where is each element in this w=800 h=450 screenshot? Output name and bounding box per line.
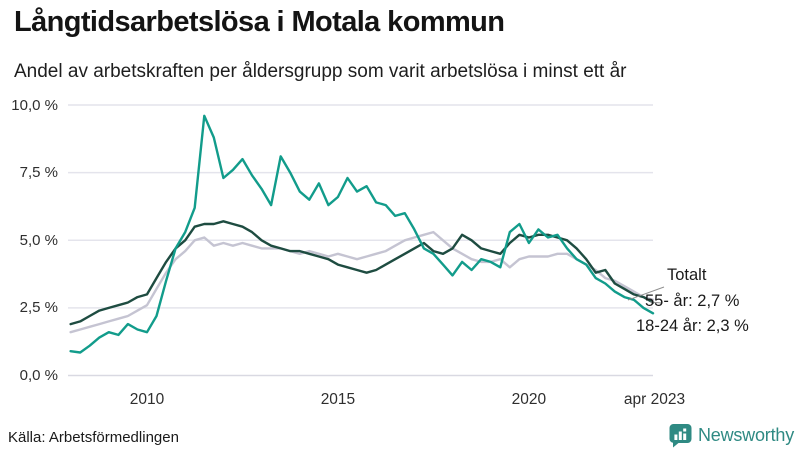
y-tick-label: 2,5 % — [19, 299, 58, 317]
series-end-label: Totalt — [667, 266, 707, 284]
x-tick-label: 2020 — [511, 391, 547, 408]
series-end-label: 18-24 år: 2,3 % — [636, 317, 749, 335]
x-tick-label: 2010 — [129, 391, 165, 408]
series-end-label: 55- år: 2,7 % — [645, 292, 740, 310]
x-tick-label: apr 2023 — [623, 391, 686, 408]
y-tick-label: 5,0 % — [19, 231, 58, 249]
chart-subtitle: Andel av arbetskraften per åldersgrupp s… — [14, 61, 627, 82]
x-tick-label: 2015 — [320, 391, 356, 408]
annotation-leader-line — [627, 286, 665, 301]
source-note: Källa: Arbetsförmedlingen — [8, 429, 179, 446]
brand-logo: Newsworthy — [669, 423, 794, 448]
brand-name: Newsworthy — [697, 425, 794, 445]
annotation-leader-line — [649, 301, 663, 304]
y-tick-label: 10,0 % — [11, 96, 58, 114]
series-line-55-r — [69, 220, 655, 326]
series-line-18-24-r — [69, 114, 655, 354]
y-tick-label: 0,0 % — [19, 367, 58, 384]
page-title: Långtidsarbetslösa i Motala kommun — [14, 6, 505, 38]
series-line-totalt — [69, 230, 655, 334]
y-tick-label: 7,5 % — [19, 164, 58, 182]
newsworthy-logo-icon — [669, 424, 692, 448]
